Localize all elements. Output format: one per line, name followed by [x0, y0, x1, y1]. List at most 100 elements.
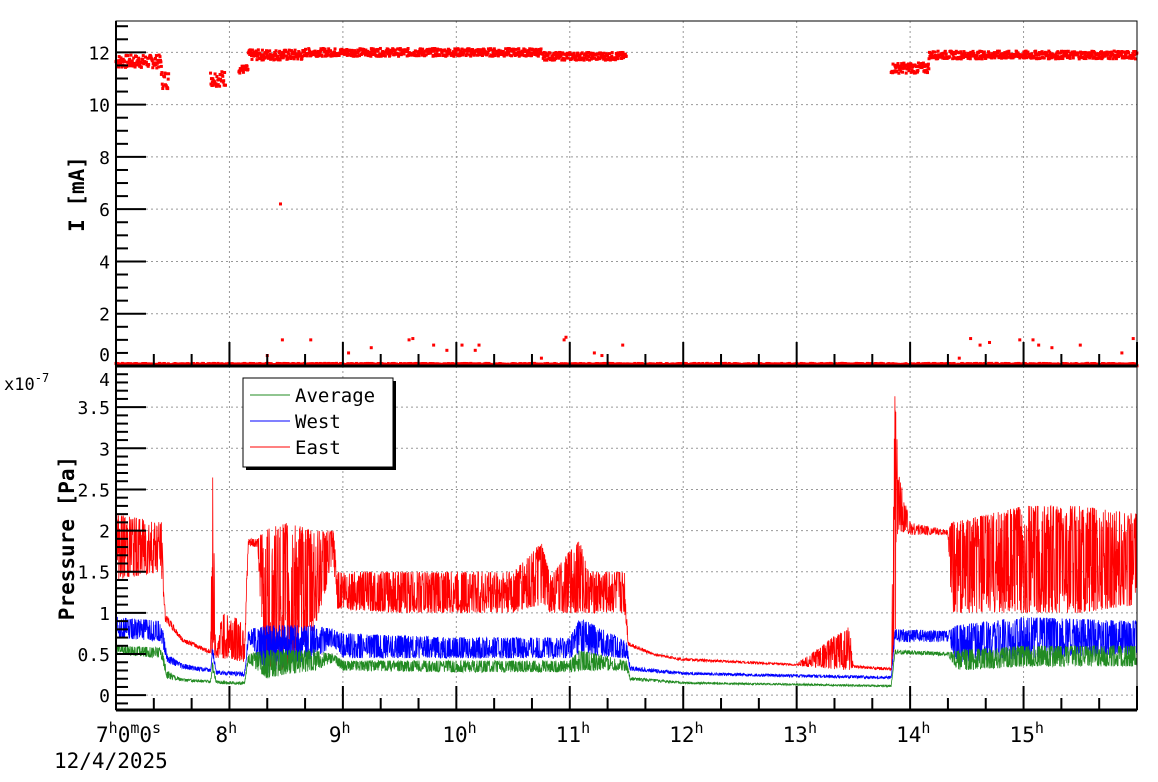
- data-point-outlier: [621, 343, 625, 347]
- data-point: [173, 361, 177, 365]
- data-point: [120, 65, 124, 69]
- data-point: [903, 66, 907, 70]
- data-point: [373, 51, 377, 55]
- data-point: [246, 67, 250, 71]
- data-point: [159, 64, 163, 68]
- data-point: [248, 48, 252, 52]
- data-point: [331, 54, 335, 58]
- data-point: [355, 54, 359, 58]
- data-point: [346, 51, 350, 55]
- data-point: [448, 48, 452, 52]
- data-point: [291, 55, 295, 59]
- data-point: [1007, 49, 1011, 53]
- data-point: [434, 54, 438, 58]
- data-point: [985, 53, 989, 57]
- data-point: [147, 63, 151, 67]
- data-point: [1078, 56, 1082, 60]
- data-point: [299, 52, 303, 56]
- data-point: [123, 60, 127, 64]
- data-point-outlier: [473, 348, 477, 352]
- data-point: [278, 49, 282, 53]
- data-point: [603, 54, 607, 58]
- data-point: [266, 56, 270, 60]
- data-point: [910, 68, 914, 72]
- legend-label-west: West: [295, 411, 341, 433]
- data-point: [950, 50, 954, 54]
- data-point: [620, 56, 624, 60]
- data-point: [602, 51, 606, 55]
- data-point-outlier: [407, 338, 411, 342]
- data-point: [262, 54, 266, 58]
- data-point: [970, 52, 974, 56]
- data-point: [383, 54, 387, 58]
- data-point: [614, 51, 618, 55]
- data-point: [255, 51, 259, 55]
- x-tick-label: 12h: [669, 719, 703, 747]
- data-point: [1001, 56, 1005, 60]
- data-point: [350, 48, 354, 52]
- data-point: [566, 56, 570, 60]
- data-point: [1089, 51, 1093, 55]
- data-point: [417, 54, 421, 58]
- data-point: [916, 70, 920, 74]
- data-point: [353, 49, 357, 53]
- data-point: [505, 49, 509, 53]
- data-point: [429, 51, 433, 55]
- data-point: [421, 47, 425, 51]
- data-point: [1020, 53, 1024, 57]
- data-point: [1125, 56, 1129, 60]
- data-point: [300, 57, 304, 61]
- data-point: [396, 47, 400, 51]
- data-point: [893, 64, 897, 68]
- x-tick-first: 7h0m0s: [96, 719, 161, 747]
- data-point: [1071, 54, 1075, 58]
- data-point: [371, 47, 375, 51]
- data-point: [163, 75, 167, 79]
- data-point: [589, 52, 593, 56]
- data-point: [892, 69, 896, 73]
- data-point: [944, 52, 948, 56]
- data-point-outlier: [564, 335, 568, 339]
- legend: Average West East: [242, 377, 396, 470]
- data-point: [265, 52, 269, 56]
- data-point: [501, 49, 505, 53]
- data-point: [220, 70, 224, 74]
- data-point: [223, 71, 227, 75]
- data-point: [811, 361, 815, 365]
- data-point: [936, 57, 940, 61]
- data-point: [971, 49, 975, 53]
- data-point: [896, 62, 900, 66]
- data-point: [496, 54, 500, 58]
- data-point: [920, 65, 924, 69]
- data-point: [1048, 51, 1052, 55]
- data-point: [460, 51, 464, 55]
- data-point: [287, 362, 291, 366]
- data-point: [614, 57, 618, 61]
- data-point: [590, 54, 594, 58]
- data-point: [356, 51, 360, 55]
- data-point: [215, 75, 219, 79]
- bottom-y-tick-label: 0.5: [77, 645, 110, 666]
- data-point: [1084, 57, 1088, 61]
- data-point: [465, 52, 469, 56]
- data-point: [166, 77, 170, 81]
- data-point: [510, 54, 514, 58]
- data-point: [1060, 49, 1064, 53]
- data-point: [287, 48, 291, 52]
- data-point: [578, 54, 582, 58]
- data-point: [957, 51, 961, 55]
- data-point: [532, 48, 536, 52]
- data-point: [1057, 51, 1061, 55]
- data-point: [376, 47, 380, 51]
- data-point-outlier: [592, 351, 596, 355]
- data-point: [379, 54, 383, 58]
- data-point: [150, 59, 154, 63]
- data-point: [129, 53, 133, 57]
- data-point: [934, 54, 938, 58]
- data-point: [972, 51, 976, 55]
- data-point: [266, 50, 270, 54]
- data-point: [369, 54, 373, 58]
- data-point: [1127, 51, 1131, 55]
- data-point: [1099, 52, 1103, 56]
